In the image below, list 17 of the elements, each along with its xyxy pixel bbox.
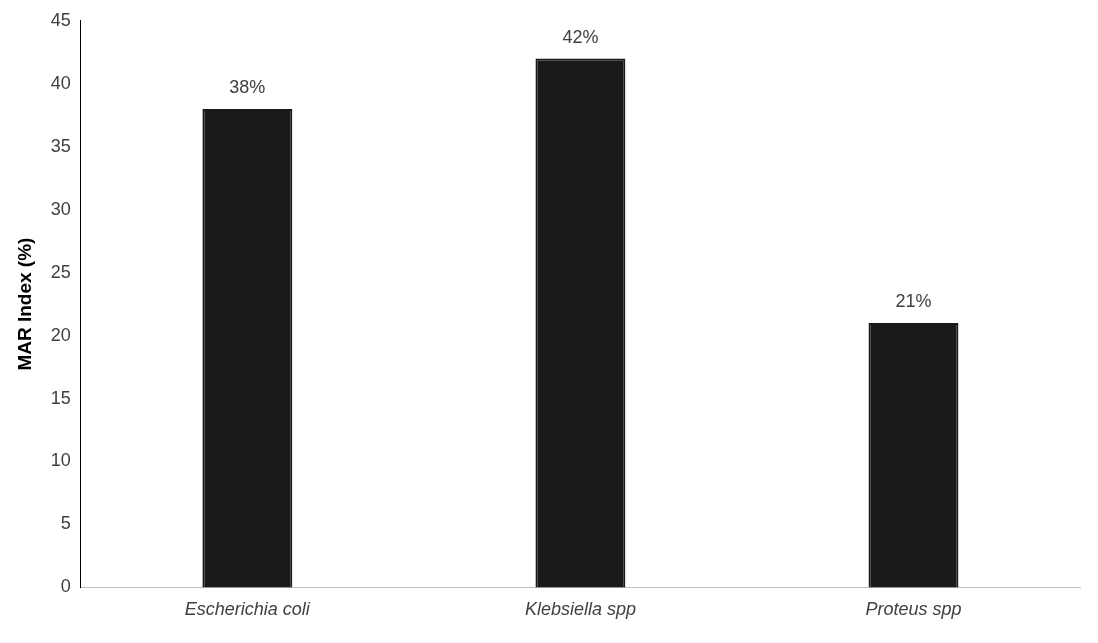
data-label: 42% [562,26,599,47]
y-axis-title: MAR Index (%) [13,237,35,371]
data-label: 38% [229,76,266,97]
y-tick-label: 35 [50,135,71,156]
y-tick-label: 0 [60,576,71,597]
y-tick-label: 10 [50,450,71,471]
y-tick-label: 45 [50,9,71,30]
x-tick-label: Escherichia coli [184,599,311,620]
x-tick-label: Klebsiella spp [524,599,636,620]
y-tick-label: 40 [50,72,71,93]
y-tick-label: 25 [50,261,71,282]
y-tick-label: 20 [50,324,71,345]
y-tick-label: 15 [50,387,71,408]
y-tick-label: 30 [50,198,71,219]
x-tick-label: Proteus spp [865,599,962,620]
y-tick-label: 5 [60,513,71,534]
data-label: 21% [895,290,932,311]
